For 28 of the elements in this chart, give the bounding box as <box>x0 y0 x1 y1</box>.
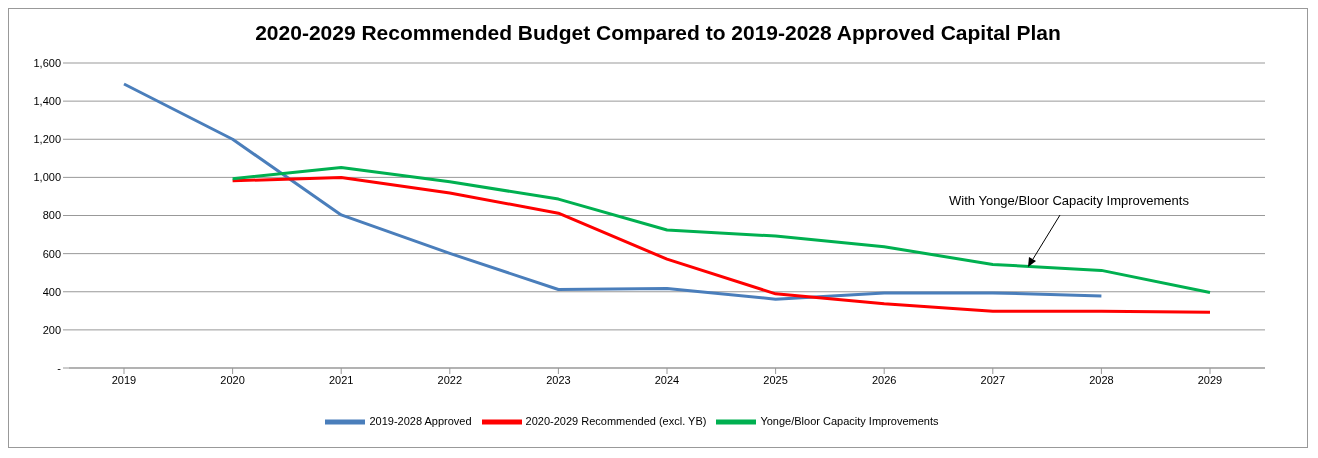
x-tick-label: 2026 <box>871 373 897 386</box>
x-tick-label: 2027 <box>980 373 1006 386</box>
x-tick-label: 2021 <box>328 373 354 386</box>
x-tick-label: 2024 <box>654 373 680 386</box>
y-tick-label: 400 <box>42 285 61 298</box>
y-tick-label: 1,000 <box>33 171 61 184</box>
y-tick-label: 1,400 <box>33 95 61 108</box>
y-tick-label: 600 <box>42 247 61 260</box>
x-tick-label: 2025 <box>763 373 788 386</box>
line-series <box>231 176 1212 314</box>
legend-label: 2020-2029 Recommended (excl. YB) <box>525 414 707 427</box>
x-tick-label: 2019 <box>111 373 137 386</box>
annotation: With Yonge/Bloor Capacity Improvements <box>948 193 1190 208</box>
x-tick-label: 2020 <box>220 373 245 386</box>
y-tick-label: 200 <box>42 323 61 336</box>
chart-title: 2020-2029 Recommended Budget Compared to 2019-2028 Approved Capital Plan <box>254 20 1062 46</box>
x-tick-label: 2029 <box>1197 373 1223 386</box>
y-tick-label: - <box>57 361 62 374</box>
x-tick-label: 2023 <box>546 373 571 386</box>
y-tick-label: 1,200 <box>33 133 61 146</box>
x-tick-label: 2022 <box>437 373 463 386</box>
line-series <box>231 165 1212 295</box>
y-tick-label: 800 <box>42 209 61 222</box>
x-tick-label: 2028 <box>1089 373 1114 386</box>
line-series <box>122 82 1103 301</box>
legend-label: 2019-2028 Approved <box>369 414 472 427</box>
y-tick-label: 1,600 <box>33 56 61 69</box>
legend-label: Yonge/Bloor Capacity Improvements <box>760 414 939 427</box>
